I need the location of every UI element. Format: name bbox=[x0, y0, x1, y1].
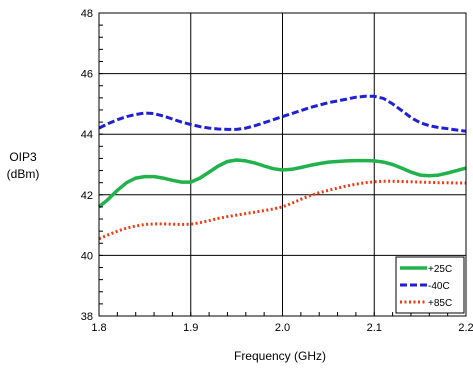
y-tick-label: 46 bbox=[81, 69, 93, 81]
legend: +25C -40C +85C bbox=[395, 256, 465, 314]
series-lines bbox=[97, 94, 467, 241]
y-tick-label: 42 bbox=[81, 190, 93, 202]
series-line-2 bbox=[98, 94, 467, 133]
x-tick-label: 2.0 bbox=[275, 322, 290, 334]
x-tick-label: 2.1 bbox=[367, 322, 382, 334]
series-line-3 bbox=[98, 179, 466, 241]
y-axis-title-line2: (dBm) bbox=[7, 167, 40, 181]
x-tick-label: 1.9 bbox=[183, 322, 198, 334]
y-tick-label: 38 bbox=[81, 311, 93, 323]
legend-label-1: +25C bbox=[428, 264, 452, 275]
axis-ticks bbox=[98, 12, 467, 317]
legend-label-3: +85C bbox=[428, 298, 452, 309]
series-line-1 bbox=[97, 158, 467, 209]
y-tick-label: 40 bbox=[81, 250, 93, 262]
x-tick-label: 1.8 bbox=[91, 322, 106, 334]
y-tick-label: 48 bbox=[81, 8, 93, 20]
y-axis-title-line1: OIP3 bbox=[9, 150, 37, 164]
x-axis-title: Frequency (GHz) bbox=[234, 349, 326, 363]
x-tick-label: 2.2 bbox=[458, 322, 473, 334]
y-tick-label: 44 bbox=[81, 129, 93, 141]
legend-label-2: -40C bbox=[428, 281, 450, 292]
tick-labels: 1.8 1.9 2.0 2.1 2.2 38 40 42 44 46 48 bbox=[81, 8, 473, 334]
